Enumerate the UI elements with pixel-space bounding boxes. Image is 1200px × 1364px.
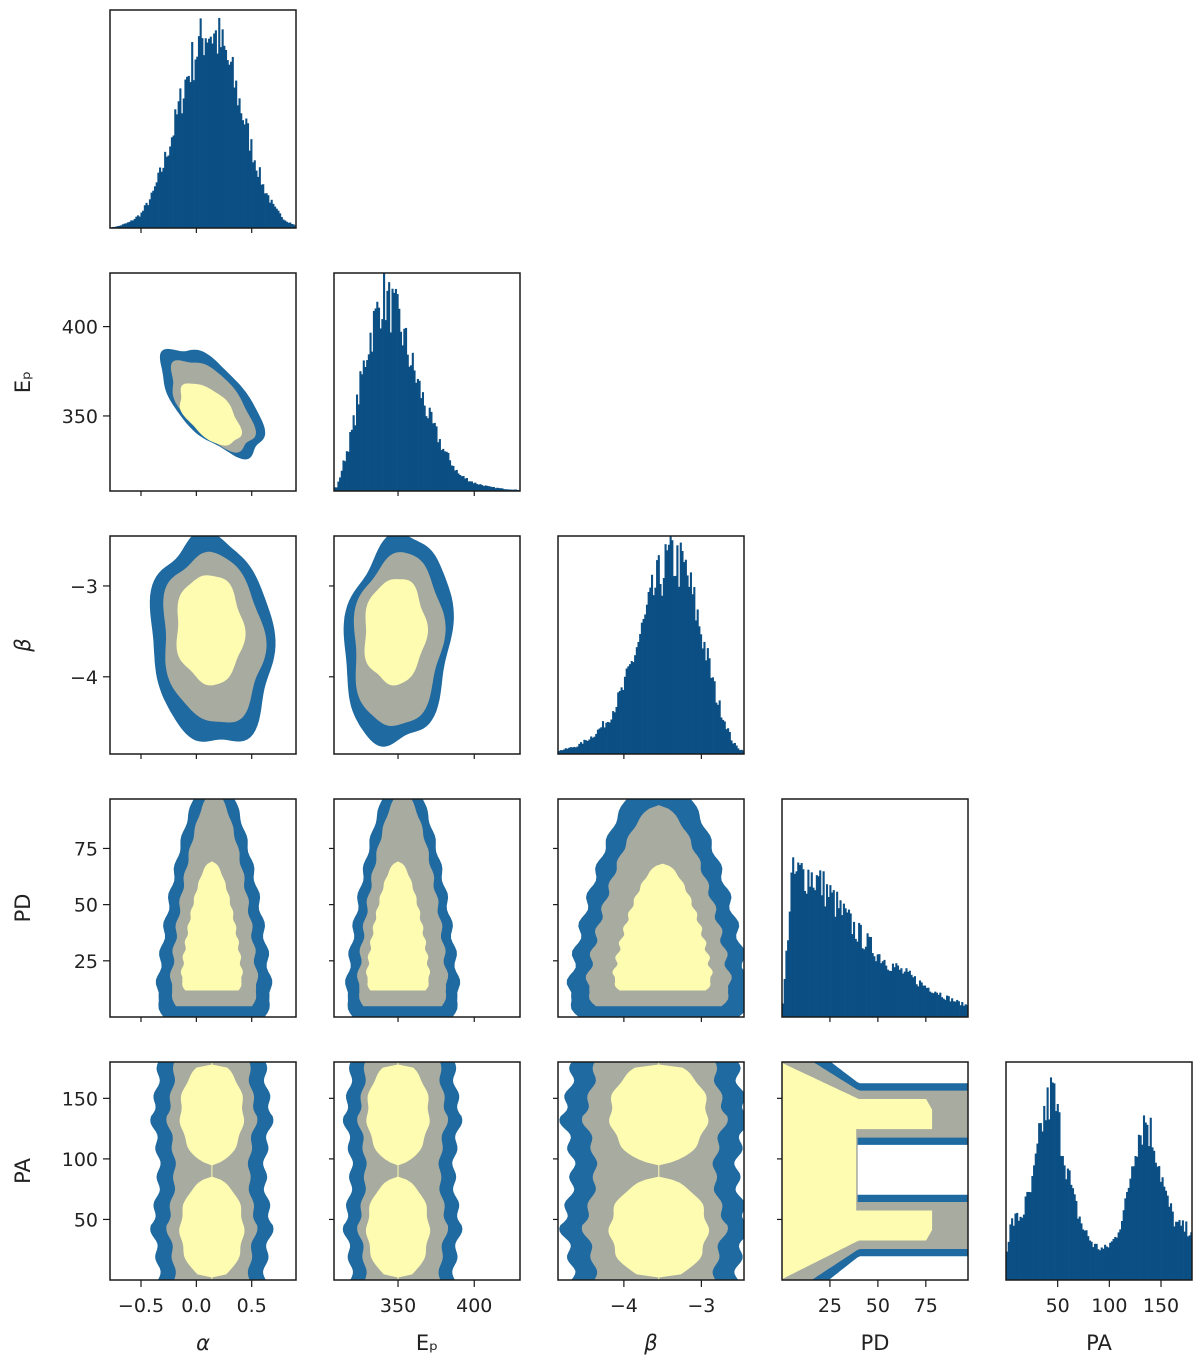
contour-panel-alpha-PA xyxy=(110,1050,296,1292)
y-axis-label-PA: PA xyxy=(11,1158,35,1184)
y-axis-label-Ep: Eₚ xyxy=(11,371,35,393)
y-axis-label-PD: PD xyxy=(11,894,35,923)
y-tick-label-beta: −3 xyxy=(70,576,98,598)
x-axis-label-PD: PD xyxy=(861,1331,890,1355)
contour-panel-beta-PA xyxy=(558,1050,750,1292)
histogram-alpha xyxy=(110,10,296,228)
contour-panel-alpha-beta xyxy=(110,530,296,754)
x-tick-label-PD: 50 xyxy=(866,1295,890,1317)
y-tick-label-beta: −4 xyxy=(70,667,98,689)
histogram-PA xyxy=(1006,1062,1192,1280)
y-tick-label-Ep: 400 xyxy=(62,317,98,339)
contour-panel-PD-PA xyxy=(772,1038,975,1304)
histogram-beta xyxy=(558,528,744,754)
contour-panel-Ep-PA xyxy=(334,1050,520,1292)
contour-panel-Ep-beta xyxy=(334,533,520,754)
x-axis-label-beta: β xyxy=(643,1331,657,1355)
x-tick-label-PA: 100 xyxy=(1091,1295,1127,1317)
y-tick-label-PD: 25 xyxy=(74,951,98,973)
x-tick-label-alpha: 0.0 xyxy=(181,1295,211,1317)
x-tick-label-beta: −4 xyxy=(610,1295,638,1317)
y-tick-label-PA: 50 xyxy=(74,1209,98,1231)
contour-panel-beta-PD xyxy=(558,770,750,1017)
x-tick-label-alpha: 0.5 xyxy=(237,1295,267,1317)
x-axis-label-PA: PA xyxy=(1086,1331,1112,1355)
y-axis-label-beta: β xyxy=(11,638,35,652)
x-tick-label-Ep: 400 xyxy=(456,1295,492,1317)
x-axis-label-alpha: α xyxy=(196,1331,210,1355)
x-tick-label-Ep: 350 xyxy=(380,1295,416,1317)
y-tick-label-PA: 100 xyxy=(62,1149,98,1171)
y-tick-label-Ep: 350 xyxy=(62,406,98,428)
x-axis-label-Ep: Eₚ xyxy=(416,1331,438,1355)
y-tick-label-PA: 150 xyxy=(62,1088,98,1110)
x-tick-label-beta: −3 xyxy=(687,1295,715,1317)
x-tick-label-PD: 25 xyxy=(818,1295,842,1317)
contour-panel-Ep-PD xyxy=(334,770,520,1017)
histogram-PD xyxy=(782,799,968,1017)
x-tick-label-PA: 150 xyxy=(1143,1295,1179,1317)
histogram-Ep xyxy=(334,272,520,491)
x-tick-label-PD: 75 xyxy=(914,1295,938,1317)
y-tick-label-PD: 50 xyxy=(74,895,98,917)
contour-panel-alpha-Ep xyxy=(110,273,296,491)
contour-panel-alpha-PD xyxy=(110,770,296,1017)
x-tick-label-PA: 50 xyxy=(1046,1295,1070,1317)
y-tick-label-PD: 75 xyxy=(74,838,98,860)
x-tick-label-alpha: −0.5 xyxy=(118,1295,164,1317)
